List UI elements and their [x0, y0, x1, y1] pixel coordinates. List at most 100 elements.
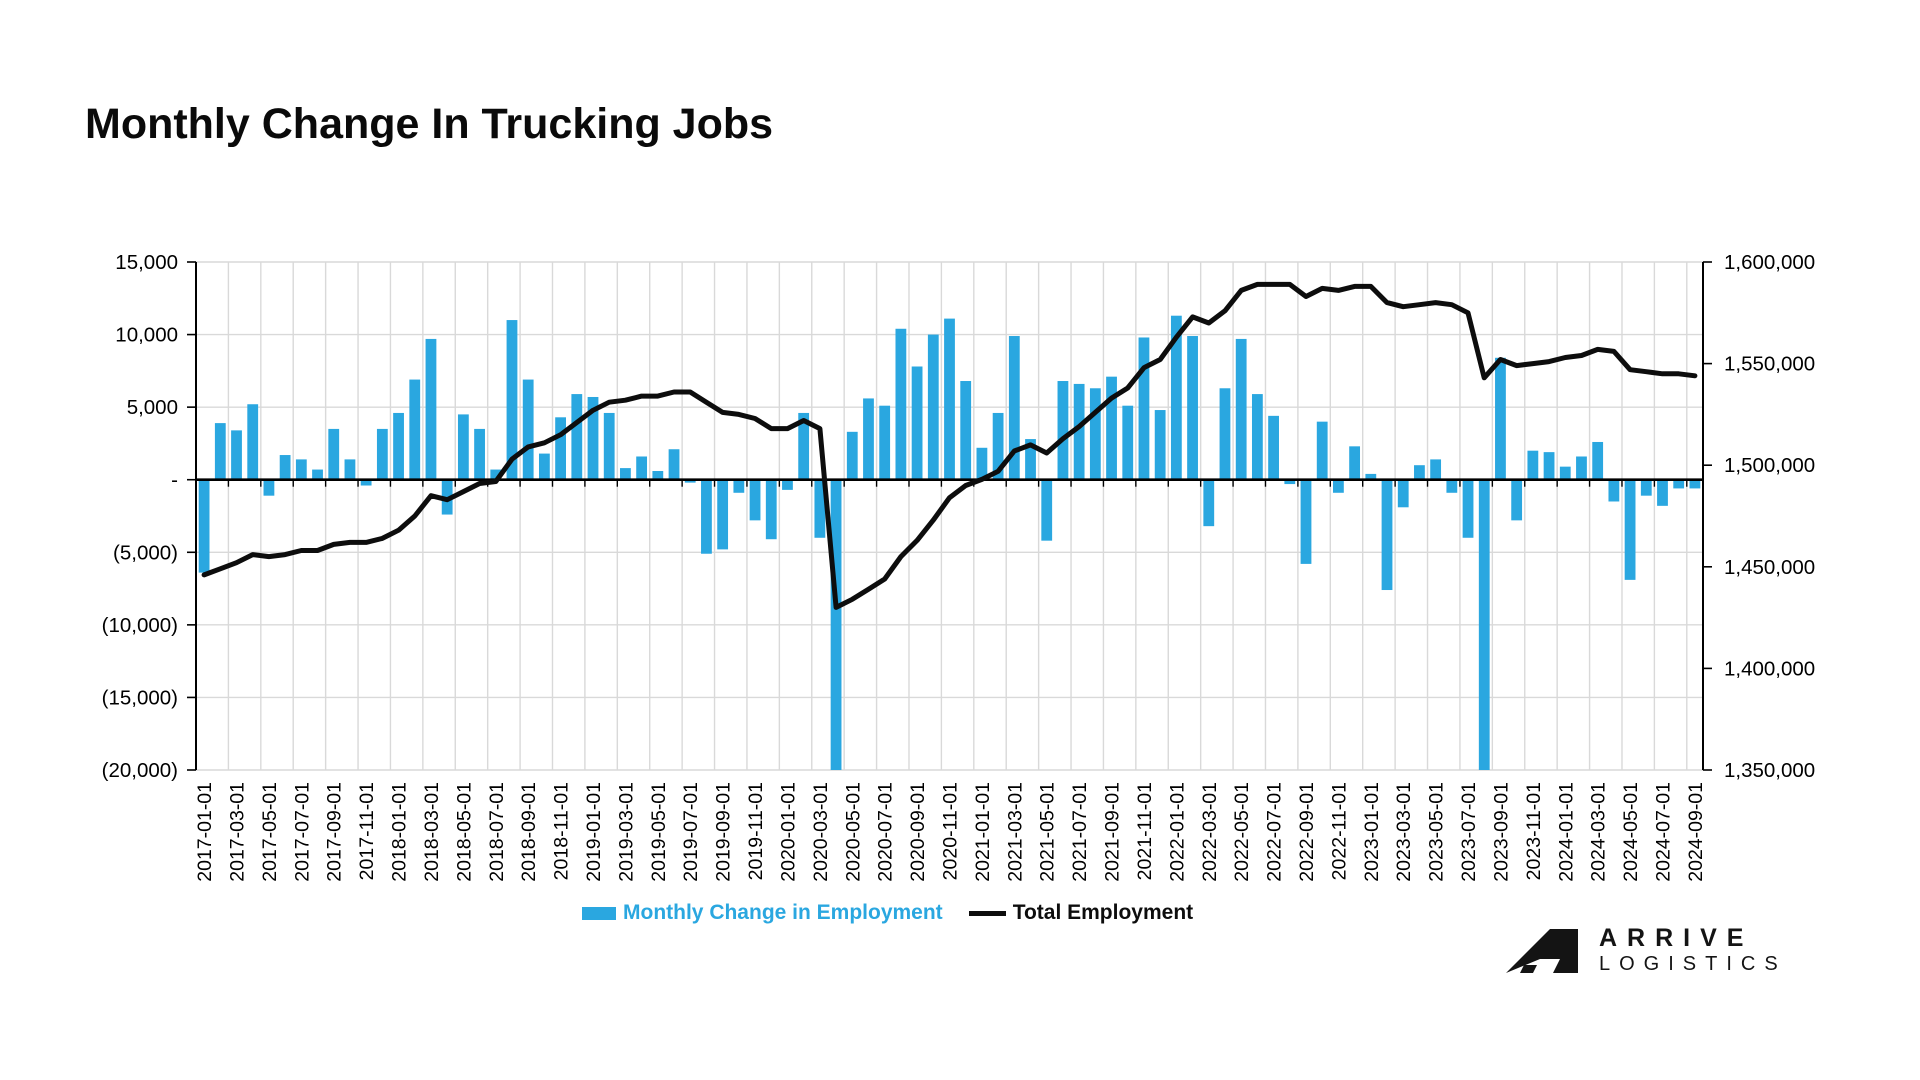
bar-2023-03-01: [1397, 479, 1409, 508]
bar-2020-09-01: [911, 366, 923, 480]
legend-item-total-employment: Total Employment: [968, 901, 1193, 925]
bar-2022-09-01: [1300, 479, 1312, 564]
legend-item-monthly-change: Monthly Change in Employment: [582, 901, 943, 925]
right-axis-label: 1,600,000: [1724, 251, 1815, 274]
x-tick-label: 2017-01-01: [194, 782, 216, 882]
x-tick-label: 2017-09-01: [324, 782, 346, 882]
bar-2021-03-01: [1008, 336, 1020, 480]
bar-2024-05-01: [1624, 479, 1636, 580]
bar-2017-03-01: [231, 430, 242, 480]
bar-2023-10-01: [1511, 479, 1523, 521]
bar-2021-01-01: [976, 447, 988, 480]
bar-2017-08-01: [312, 469, 323, 480]
bar-2023-08-01: [1478, 479, 1490, 770]
bar-2017-05-01: [263, 479, 275, 496]
bar-2021-08-01: [1089, 388, 1101, 480]
x-tick-label: 2017-07-01: [291, 782, 313, 882]
bar-2020-04-01: [830, 479, 842, 770]
bar-2018-09-01: [522, 379, 534, 480]
x-tick-label: 2018-07-01: [486, 782, 508, 882]
left-axis-label: 5,000: [127, 396, 178, 419]
left-axis-label: (10,000): [102, 614, 178, 637]
bar-2020-12-01: [960, 381, 972, 480]
bar-2018-11-01: [555, 417, 566, 480]
x-tick-label: 2024-03-01: [1588, 782, 1610, 882]
x-tick-label: 2017-05-01: [259, 782, 281, 882]
bar-2019-06-01: [668, 449, 680, 480]
x-tick-label: 2018-11-01: [551, 782, 573, 880]
bar-2021-09-01: [1106, 376, 1117, 480]
bar-2017-06-01: [279, 455, 291, 480]
x-tick-label: 2022-11-01: [1328, 782, 1350, 880]
legend-line-swatch-icon: [968, 910, 1006, 916]
bar-2022-03-01: [1203, 479, 1215, 527]
arrive-logo-mark-icon: [1506, 928, 1578, 973]
combo-chart: 15,000 10,000 5,000 - (5,000) (10,000) (15,000…: [102, 251, 1816, 882]
x-tick-label: 2020-07-01: [875, 782, 897, 882]
x-tick-label: 2023-01-01: [1361, 782, 1383, 882]
bar-2022-11-01: [1333, 479, 1344, 493]
bar-2023-06-01: [1446, 479, 1458, 493]
left-axis-label: (20,000): [102, 759, 178, 782]
x-tick-label: 2019-11-01: [745, 782, 767, 880]
bar-2017-09-01: [328, 428, 340, 480]
x-tick-label: 2024-09-01: [1685, 782, 1707, 882]
bar-2020-10-01: [927, 334, 939, 480]
bar-2021-06-01: [1057, 381, 1069, 480]
x-tick-label: 2022-07-01: [1264, 782, 1286, 882]
bar-2017-04-01: [247, 404, 259, 480]
bar-2019-02-01: [603, 412, 615, 480]
right-axis-label: 1,450,000: [1724, 556, 1815, 579]
bar-2020-03-01: [814, 479, 826, 538]
legend-label-monthly-change: Monthly Change in Employment: [623, 901, 943, 924]
bar-2020-11-01: [944, 318, 955, 480]
legend-bar-swatch-icon: [582, 906, 616, 920]
x-tick-label: 2022-01-01: [1166, 782, 1188, 882]
right-axis-label: 1,350,000: [1724, 759, 1815, 782]
bar-2019-07-01: [684, 479, 696, 483]
bar-2023-09-01: [1495, 357, 1506, 480]
x-tick-label: 2021-05-01: [1037, 782, 1059, 882]
left-axis-label: -: [171, 469, 178, 492]
bar-2022-05-01: [1235, 338, 1247, 480]
bar-2018-10-01: [538, 453, 550, 480]
bar-2022-10-01: [1316, 421, 1328, 480]
left-axis-label: 10,000: [115, 324, 178, 347]
bar-2023-04-01: [1414, 465, 1425, 480]
bar-2018-07-01: [490, 469, 502, 480]
bar-2017-01-01: [198, 479, 210, 573]
bar-2019-10-01: [733, 479, 745, 493]
bar-2023-07-01: [1462, 479, 1474, 538]
left-axis-label: (5,000): [113, 541, 178, 564]
bar-2018-08-01: [506, 320, 518, 480]
x-tick-label: 2024-01-01: [1555, 782, 1577, 882]
total-employment-line: [201, 281, 1698, 610]
x-tick-label: 2023-03-01: [1393, 782, 1415, 882]
x-tick-label: 2019-01-01: [583, 782, 605, 882]
bar-2018-06-01: [474, 428, 485, 480]
bar-2018-01-01: [393, 412, 404, 480]
x-tick-label: 2023-07-01: [1458, 782, 1480, 882]
x-tick-label: 2017-03-01: [227, 782, 249, 882]
bar-2020-08-01: [895, 328, 907, 480]
bar-2019-05-01: [652, 471, 664, 480]
logo-brand-name: ARRIVE: [1599, 924, 1754, 952]
bar-2024-02-01: [1576, 456, 1587, 480]
bar-2020-01-01: [782, 479, 793, 490]
x-tick-label: 2018-09-01: [518, 782, 540, 882]
bar-2021-12-01: [1154, 410, 1166, 480]
x-tick-label: 2020-03-01: [810, 782, 832, 882]
bar-2019-03-01: [620, 468, 631, 480]
bar-2020-02-01: [798, 412, 810, 480]
bar-2024-03-01: [1592, 441, 1604, 480]
bar-2024-09-01: [1689, 479, 1701, 489]
x-tick-label: 2022-05-01: [1231, 782, 1253, 882]
x-tick-label: 2024-07-01: [1653, 782, 1675, 882]
bar-2017-02-01: [214, 423, 226, 480]
bar-2022-04-01: [1219, 388, 1231, 480]
bar-2022-07-01: [1268, 415, 1279, 480]
bar-2022-12-01: [1349, 446, 1361, 480]
bar-2021-05-01: [1041, 479, 1053, 541]
x-tick-label: 2020-01-01: [778, 782, 800, 882]
bar-2024-04-01: [1608, 479, 1620, 502]
